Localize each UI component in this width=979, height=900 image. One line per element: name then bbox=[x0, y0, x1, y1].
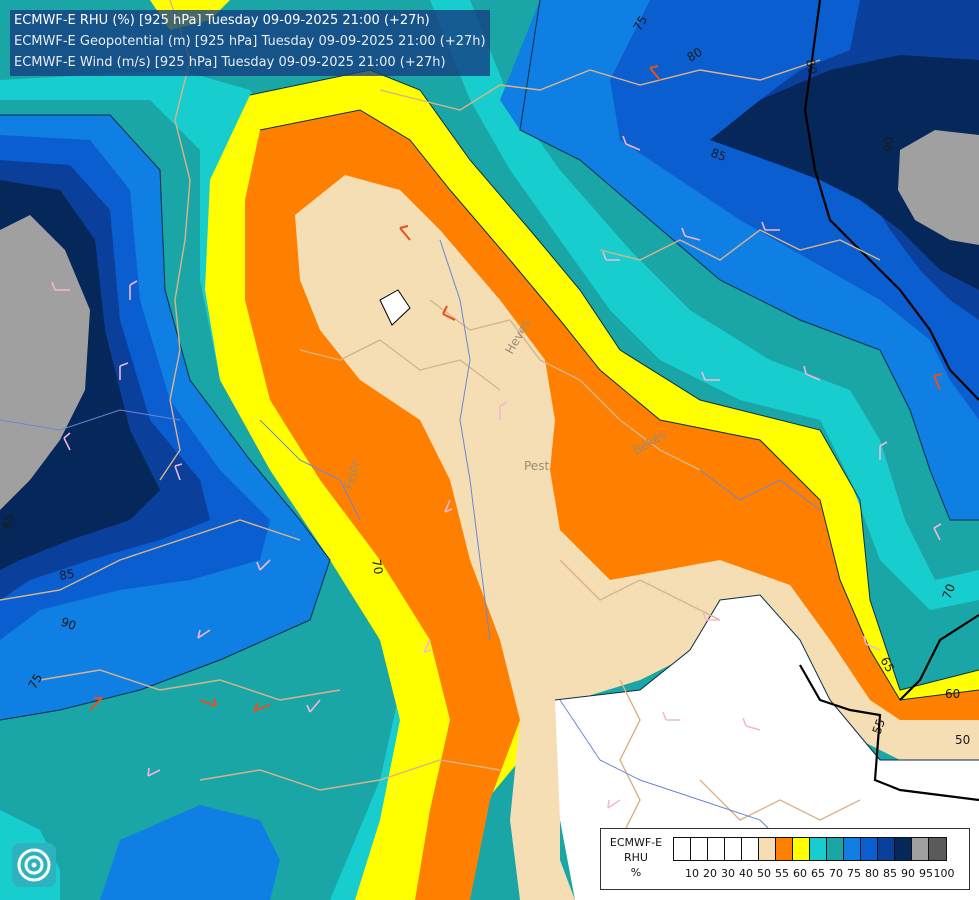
legend-swatch bbox=[742, 838, 759, 860]
legend-title-line1: ECMWF-E bbox=[609, 836, 663, 849]
legend-swatch bbox=[674, 838, 691, 860]
contour-label: 85 bbox=[0, 512, 17, 530]
legend-swatch bbox=[708, 838, 725, 860]
legend-tick-label: 65 bbox=[811, 867, 825, 880]
legend-tick-label: 70 bbox=[829, 867, 843, 880]
contour-label: 65 bbox=[877, 655, 897, 675]
legend-tick-label: 80 bbox=[865, 867, 879, 880]
legend-swatch bbox=[912, 838, 929, 860]
legend-tick-label: 95 bbox=[919, 867, 933, 880]
contour-label: 85 bbox=[709, 146, 728, 164]
contour-label: 50 bbox=[955, 733, 970, 747]
legend-tick-label: 60 bbox=[793, 867, 807, 880]
legend-swatch bbox=[725, 838, 742, 860]
rh-100-right-core bbox=[898, 130, 979, 245]
contour-label: 70 bbox=[369, 558, 385, 575]
legend-tick-label: 40 bbox=[739, 867, 753, 880]
legend-swatch bbox=[793, 838, 810, 860]
legend-swatches bbox=[673, 837, 947, 861]
legend-swatch bbox=[861, 838, 878, 860]
contour-label: 75 bbox=[25, 671, 45, 691]
contour-label: 70 bbox=[940, 582, 958, 601]
contour-label: 75 bbox=[630, 13, 650, 33]
brand-logo-icon bbox=[12, 843, 56, 887]
legend-swatch bbox=[895, 838, 912, 860]
header-wind-title: ECMWF-E Wind (m/s) [925 hPa] Tuesday 09-… bbox=[14, 55, 446, 70]
rh-80-bottom-patch bbox=[100, 805, 280, 900]
rh-55-tongue bbox=[295, 175, 979, 900]
color-legend: ECMWF-E RHU % 10 20 30 40 50 55 60 65 70 75 80 85 90… bbox=[600, 828, 970, 890]
header-geopotential-title: ECMWF-E Geopotential (m) [925 hPa] Tuesd… bbox=[14, 34, 486, 49]
legend-title-line2: RHU bbox=[624, 851, 648, 864]
legend-ticks: 10 20 30 40 50 55 60 65 70 75 80 85 90 95 100 bbox=[673, 867, 973, 881]
legend-tick-label: 85 bbox=[883, 867, 897, 880]
contour-label: 80 bbox=[803, 58, 819, 75]
contour-label: 90 bbox=[59, 615, 78, 633]
legend-swatch bbox=[827, 838, 844, 860]
legend-swatch bbox=[776, 838, 793, 860]
contour-lines bbox=[0, 0, 979, 761]
legend-tick-label: 90 bbox=[901, 867, 915, 880]
legend-tick-label: 50 bbox=[757, 867, 771, 880]
small-white-area bbox=[379, 289, 411, 326]
contour-label: 85 bbox=[58, 567, 75, 583]
contour-labels: 75 80 85 85 90 90 85 80 75 70 70 65 60 5… bbox=[0, 13, 970, 747]
rivers bbox=[0, 239, 821, 861]
legend-title-line3: % bbox=[630, 866, 642, 879]
legend-swatch bbox=[810, 838, 827, 860]
contour-label: 90 bbox=[882, 137, 896, 152]
legend-tick-label: 55 bbox=[775, 867, 789, 880]
legend-swatch bbox=[844, 838, 861, 860]
header-rhu-title: ECMWF-E RHU (%) [925 hPa] Tuesday 09-09-… bbox=[14, 13, 430, 28]
rh-50-southeast bbox=[555, 595, 979, 900]
rh-95-right-core bbox=[710, 55, 979, 290]
legend-tick-label: 30 bbox=[721, 867, 735, 880]
legend-swatch bbox=[878, 838, 895, 860]
contour-label: 60 bbox=[945, 687, 960, 701]
national-border bbox=[799, 0, 979, 802]
wind-barbs bbox=[51, 135, 942, 809]
legend-swatch bbox=[929, 838, 946, 860]
legend-tick-label: 10 bbox=[685, 867, 699, 880]
contour-label: 55 bbox=[870, 717, 888, 736]
legend-swatch bbox=[691, 838, 708, 860]
legend-title: ECMWF-E RHU % bbox=[605, 835, 667, 880]
legend-tick-label: 75 bbox=[847, 867, 861, 880]
legend-tick-label: 100 bbox=[933, 867, 955, 880]
city-label: Pest bbox=[524, 459, 549, 473]
map-header: ECMWF-E RHU (%) [925 hPa] Tuesday 09-09-… bbox=[10, 10, 490, 76]
legend-tick-label: 20 bbox=[703, 867, 717, 880]
wind-barbs-strong bbox=[89, 65, 943, 712]
legend-swatch bbox=[759, 838, 776, 860]
contour-label: 80 bbox=[685, 45, 705, 65]
rh-100-left-core bbox=[0, 215, 90, 510]
